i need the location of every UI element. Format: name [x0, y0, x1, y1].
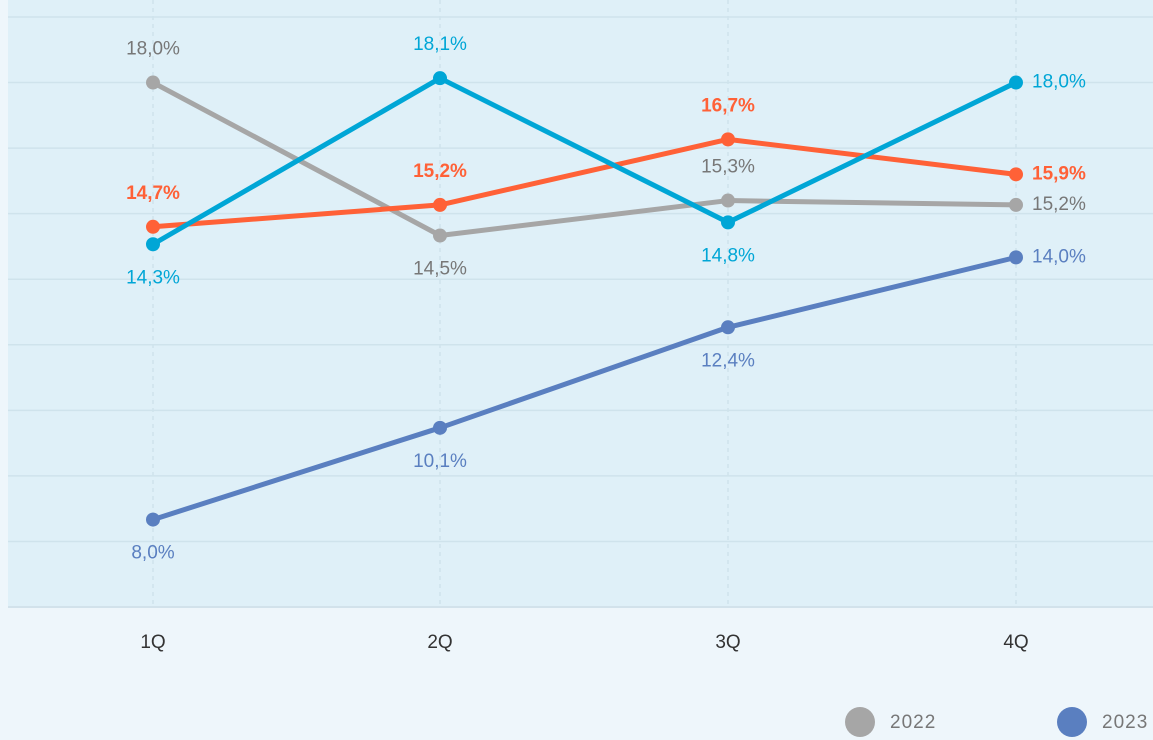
data-point	[1009, 75, 1023, 90]
data-label: 8,0%	[131, 543, 174, 564]
data-label: 18,0%	[126, 39, 180, 60]
x-tick-label: 4Q	[1003, 632, 1028, 653]
data-label: 14,8%	[701, 245, 755, 266]
legend-label: 2022	[890, 712, 936, 733]
data-point	[1009, 197, 1023, 212]
data-point	[146, 219, 160, 234]
series-line	[152, 254, 1017, 522]
data-point	[433, 197, 447, 212]
series-line	[152, 136, 1017, 230]
data-point	[433, 71, 447, 86]
data-label: 14,5%	[413, 259, 467, 280]
data-label: 18,0%	[1032, 72, 1086, 93]
data-point	[1009, 167, 1023, 182]
data-point	[721, 320, 735, 335]
data-point	[721, 215, 735, 230]
data-label: 15,2%	[1032, 194, 1086, 215]
x-tick-label: 1Q	[140, 632, 165, 653]
data-label: 15,2%	[413, 161, 467, 182]
data-point	[146, 237, 160, 252]
data-point	[721, 132, 735, 147]
data-point	[1009, 250, 1023, 265]
series-line	[151, 75, 1018, 247]
data-label: 12,4%	[701, 350, 755, 371]
data-label: 15,9%	[1032, 163, 1086, 184]
data-point	[146, 75, 160, 90]
data-label: 15,3%	[701, 157, 755, 178]
x-tick-label: 2Q	[427, 632, 452, 653]
data-point	[721, 193, 735, 208]
data-label: 14,3%	[126, 267, 180, 288]
legend-swatch	[845, 707, 875, 737]
data-label: 14,7%	[126, 183, 180, 204]
data-label: 18,1%	[413, 34, 467, 55]
data-point	[433, 228, 447, 243]
x-tick-label: 3Q	[715, 632, 740, 653]
legend-swatch	[1057, 707, 1087, 737]
data-label: 14,0%	[1032, 246, 1086, 267]
data-point	[433, 420, 447, 435]
plot-area	[8, 0, 1153, 606]
legend-label: 2023	[1102, 712, 1148, 733]
data-label: 10,1%	[413, 451, 467, 472]
data-point	[146, 512, 160, 527]
data-label: 16,7%	[701, 95, 755, 116]
